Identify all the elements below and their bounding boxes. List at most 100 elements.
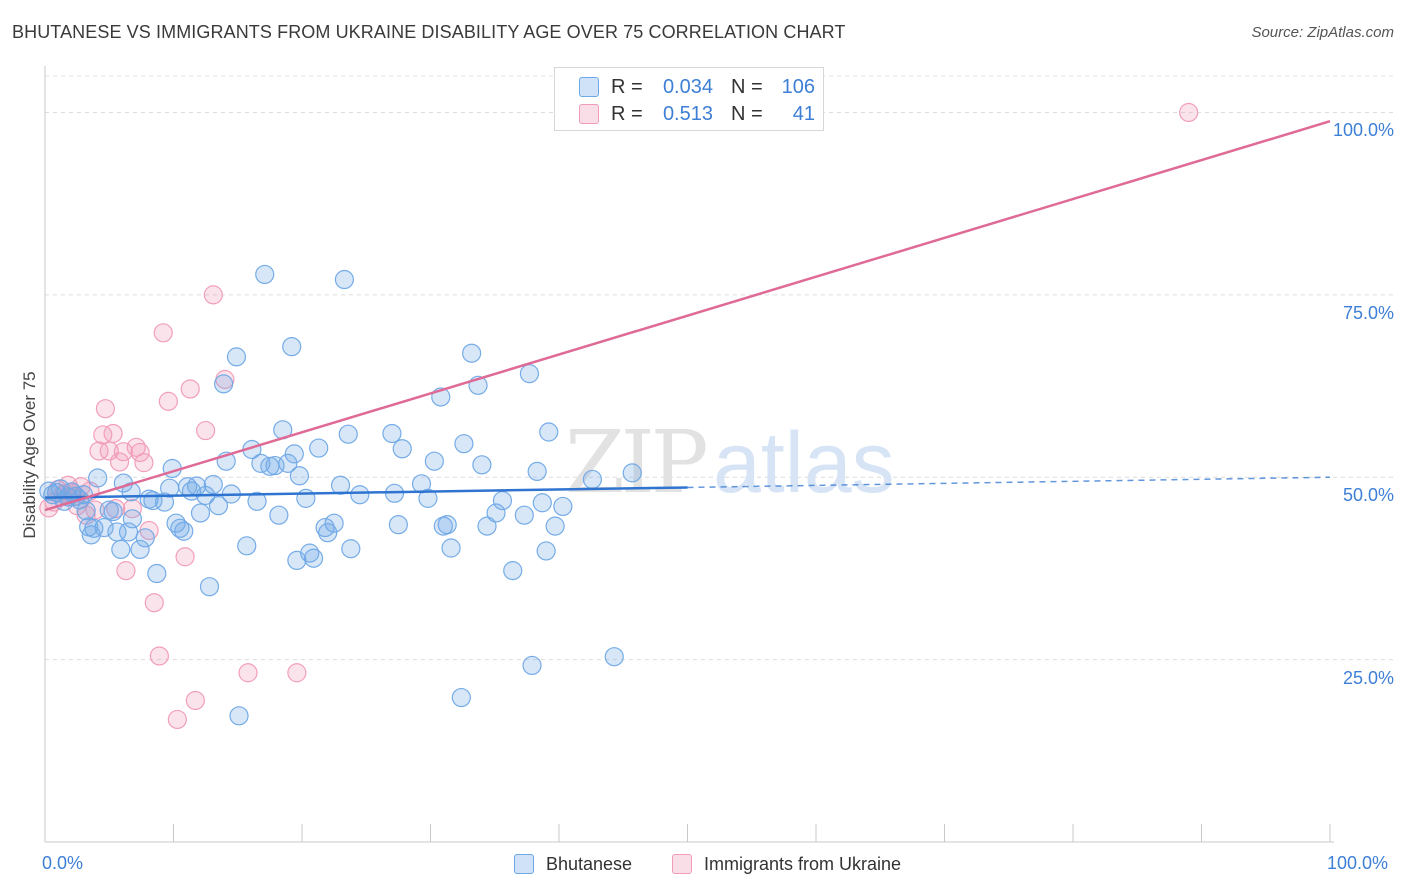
data-point <box>532 493 552 513</box>
y-tick-label: 100.0% <box>1332 120 1394 141</box>
series-legend: Bhutanese Immigrants from Ukraine <box>0 852 1406 878</box>
y-tick-label: 25.0% <box>1342 667 1394 688</box>
data-point <box>330 475 351 495</box>
n-value: 106 <box>781 75 815 98</box>
x-tick-label-min: 0.0% <box>42 853 84 873</box>
data-point <box>315 517 335 538</box>
data-point <box>522 655 542 676</box>
trend-line-extension <box>687 476 1331 489</box>
y-tick-label: 75.0% <box>1342 302 1394 323</box>
data-point <box>284 444 304 464</box>
trend-line <box>44 120 1331 512</box>
data-point <box>338 424 358 444</box>
data-point <box>203 285 223 305</box>
data-point <box>175 547 195 567</box>
data-point <box>39 481 59 501</box>
data-point <box>462 343 482 363</box>
data-point <box>130 539 150 560</box>
legend-label-ukraine: Immigrants from Ukraine <box>704 853 902 874</box>
data-point <box>134 453 154 473</box>
data-point <box>269 505 289 525</box>
legend-item-ukraine[interactable]: Immigrants from Ukraine <box>672 852 901 876</box>
data-point <box>303 548 324 568</box>
data-point <box>130 442 150 463</box>
source-label: Source: ZipAtlas.com <box>1251 24 1394 41</box>
y-tick-label: 50.0% <box>1342 485 1394 506</box>
data-point <box>418 488 438 508</box>
data-point <box>1179 102 1199 123</box>
data-point <box>536 541 556 561</box>
data-point <box>441 538 461 558</box>
data-point <box>388 515 408 535</box>
data-point <box>334 269 355 290</box>
n-label: N = <box>731 102 763 125</box>
data-point <box>84 518 104 538</box>
trend-lines <box>44 120 1331 512</box>
data-point <box>341 539 361 559</box>
data-point <box>318 523 338 543</box>
data-point <box>126 437 146 457</box>
data-point <box>122 499 142 519</box>
data-point <box>477 516 497 536</box>
data-point <box>545 516 565 536</box>
data-point <box>149 646 169 666</box>
legend-swatch-ukraine <box>672 854 692 874</box>
correlation-legend: R = 0.034 N = 106 R = 0.513 N = 41 <box>554 67 824 131</box>
n-label: N = <box>731 75 763 98</box>
data-point <box>199 577 220 597</box>
data-point <box>106 499 126 519</box>
legend-row-bhutanese: R = 0.034 N = 106 <box>579 74 815 100</box>
data-point <box>237 536 257 556</box>
data-point <box>451 687 471 708</box>
data-point <box>437 515 457 535</box>
axes <box>44 66 1334 843</box>
data-point <box>94 517 114 538</box>
data-point <box>103 423 123 444</box>
data-point <box>158 391 178 411</box>
data-point <box>76 501 96 521</box>
chart-title: BHUTANESE VS IMMIGRANTS FROM UKRAINE DIS… <box>12 22 846 42</box>
data-point <box>229 706 249 726</box>
data-point <box>582 469 603 490</box>
r-label: R = <box>611 102 643 125</box>
data-point <box>519 364 540 384</box>
data-point <box>167 709 187 730</box>
data-point <box>144 593 164 613</box>
data-point <box>392 439 412 459</box>
data-point <box>289 466 310 486</box>
data-point <box>382 423 402 444</box>
data-point <box>174 521 194 541</box>
data-point <box>103 501 123 522</box>
watermark: ZIP atlas <box>565 413 895 513</box>
data-point <box>180 379 200 399</box>
data-point <box>113 442 133 462</box>
data-point <box>324 513 344 533</box>
watermark-zip: ZIP <box>565 413 706 513</box>
data-point <box>424 451 444 471</box>
data-point <box>486 503 506 523</box>
data-point <box>282 337 302 357</box>
data-point <box>122 509 142 529</box>
r-value: 0.513 <box>662 102 713 125</box>
data-point <box>203 474 223 495</box>
data-point <box>109 452 130 472</box>
watermark-atlas: atlas <box>713 415 895 511</box>
data-point <box>454 434 474 454</box>
data-point <box>309 438 329 458</box>
legend-item-bhutanese[interactable]: Bhutanese <box>514 852 632 876</box>
data-point <box>527 461 547 482</box>
data-point <box>604 647 624 667</box>
data-point <box>350 485 370 505</box>
data-point <box>214 374 234 394</box>
legend-swatch-bhutanese <box>579 77 599 97</box>
data-point <box>185 690 205 711</box>
data-point <box>135 528 155 548</box>
legend-swatch-ukraine <box>579 104 599 124</box>
legend-swatch-bhutanese <box>514 854 534 874</box>
data-point <box>278 453 298 473</box>
n-value: 41 <box>792 102 815 125</box>
r-value: 0.034 <box>662 75 713 98</box>
data-point <box>196 420 216 441</box>
data-point <box>166 513 186 533</box>
